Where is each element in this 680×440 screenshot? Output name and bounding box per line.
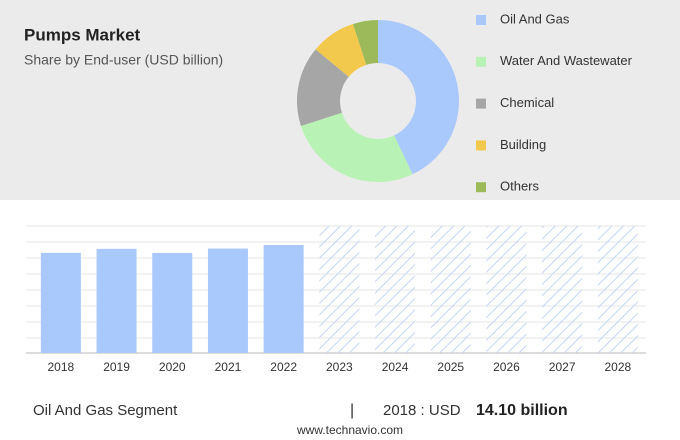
bar — [207, 248, 248, 353]
legend-swatch — [476, 182, 486, 193]
chart-title: Pumps Market — [24, 25, 141, 44]
x-tick-label: 2020 — [159, 360, 186, 374]
footer-separator: | — [350, 402, 354, 419]
legend-swatch — [476, 15, 486, 25]
x-tick-label: 2023 — [326, 360, 353, 374]
legend-swatch — [476, 98, 486, 109]
donut-slice — [378, 20, 459, 175]
x-tick-label: 2025 — [437, 360, 464, 374]
legend-label: Others — [500, 179, 540, 194]
legend-label: Chemical — [500, 95, 554, 110]
x-tick-label: 2027 — [549, 360, 576, 374]
bar — [40, 252, 81, 353]
footer-value: 14.10 billion — [476, 402, 568, 419]
bar — [152, 252, 193, 353]
x-tick-label: 2022 — [270, 360, 297, 374]
chart-subtitle: Share by End-user (USD billion) — [24, 52, 223, 68]
x-tick-label: 2021 — [215, 360, 242, 374]
x-tick-label: 2019 — [103, 360, 130, 374]
legend-label: Oil And Gas — [500, 11, 570, 26]
x-tick-label: 2018 — [47, 360, 74, 374]
footer-year: 2018 : USD — [383, 402, 461, 419]
x-tick-label: 2024 — [382, 360, 409, 374]
forecast-placeholder — [375, 226, 416, 353]
footer-source: www.technavio.com — [296, 423, 403, 437]
legend-label: Water And Wastewater — [500, 53, 633, 68]
forecast-placeholder — [319, 226, 360, 353]
x-tick-label: 2026 — [493, 360, 520, 374]
forecast-placeholder — [542, 226, 583, 353]
legend-swatch — [476, 56, 486, 67]
bar — [263, 245, 304, 353]
legend-swatch — [476, 140, 486, 151]
donut-slice — [300, 112, 413, 182]
forecast-placeholder — [486, 226, 527, 353]
x-tick-label: 2028 — [604, 360, 631, 374]
donut-slice — [315, 23, 367, 77]
bar — [96, 248, 137, 353]
donut-slice — [352, 20, 378, 65]
legend-label: Building — [500, 137, 546, 152]
footer-segment: Oil And Gas Segment — [33, 402, 178, 419]
forecast-placeholder — [597, 226, 638, 353]
forecast-placeholder — [430, 226, 471, 353]
donut-slice — [297, 49, 349, 127]
